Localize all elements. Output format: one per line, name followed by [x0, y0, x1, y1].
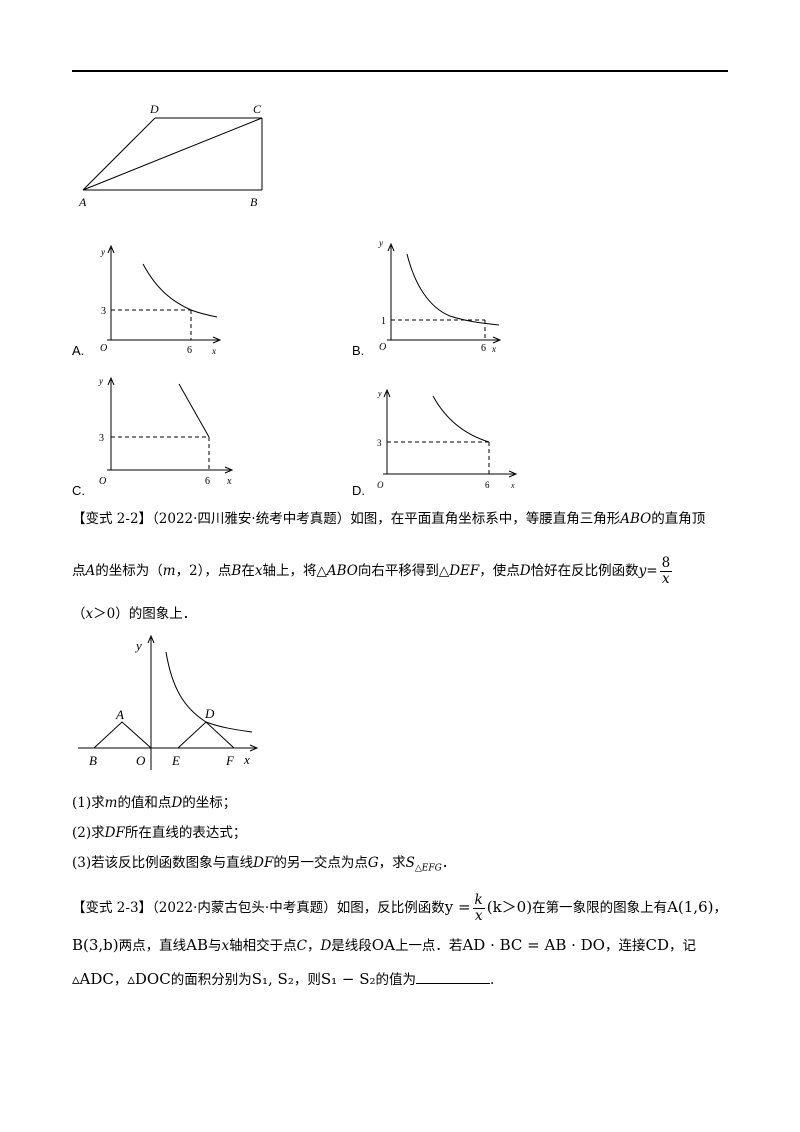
triangle-abo: [93, 721, 152, 749]
svg-text:x: x: [243, 752, 250, 767]
diagonal-ac: [82, 117, 263, 191]
header-rule: [72, 70, 728, 72]
svg-text:y: y: [378, 238, 383, 248]
quadrilateral-figure: D C A B: [78, 102, 263, 209]
svg-text:3: 3: [377, 438, 382, 448]
svg-text:O: O: [136, 753, 146, 768]
problem-2-2-figure: y x A B O D E F: [78, 634, 259, 770]
triangle-def: [177, 721, 235, 749]
svg-text:x: x: [491, 344, 496, 354]
problem-2-2-line-1: 【变式 2-2】（2022·四川雅安·统考中考真题）如图，在平面直角坐标系中，等…: [72, 511, 706, 527]
svg-text:O: O: [99, 476, 106, 487]
question-3: (3)若该反比例函数图象与直线DF的另一交点为点G，求S△EFG．: [72, 855, 456, 874]
problem-2-3-line-3: ▵ADC，▵DOC的面积分别为S₁, S₂，则S₁ − S₂的值为.: [72, 969, 495, 988]
svg-text:x: x: [226, 476, 232, 487]
svg-text:1: 1: [381, 316, 386, 327]
label-b: B: [250, 195, 258, 209]
svg-text:6: 6: [485, 480, 490, 490]
svg-text:3: 3: [99, 433, 104, 444]
svg-text:y: y: [100, 247, 105, 257]
svg-text:6: 6: [205, 476, 210, 487]
question-1: (1)求m的值和点D的坐标；: [72, 795, 237, 811]
answer-blank[interactable]: [416, 969, 491, 984]
option-c-graph[interactable]: y x O 3 6: [95, 372, 240, 492]
option-c-letter[interactable]: C.: [72, 483, 85, 498]
question-2: (2)求DF所在直线的表达式；: [72, 825, 247, 841]
problem-2-2-line-2: 点A的坐标为（m，2），点B在x轴上，将△ABO向右平移得到△DEF，使点D恰好…: [72, 555, 673, 587]
svg-text:x: x: [211, 346, 216, 356]
label-a: A: [78, 195, 87, 209]
svg-text:F: F: [225, 753, 235, 768]
label-d: D: [149, 102, 159, 116]
hyperbola-8-over-x: [165, 651, 253, 733]
svg-text:x: x: [510, 481, 515, 490]
option-b-letter[interactable]: B.: [352, 343, 365, 358]
svg-text:O: O: [100, 343, 107, 354]
svg-text:B: B: [89, 753, 97, 768]
svg-text:6: 6: [187, 345, 192, 356]
svg-text:y: y: [134, 638, 142, 653]
svg-text:3: 3: [101, 306, 106, 317]
svg-text:O: O: [377, 480, 384, 490]
option-d-graph[interactable]: y x O 3 6: [375, 384, 520, 492]
svg-text:D: D: [204, 706, 215, 721]
svg-text:6: 6: [481, 343, 486, 354]
svg-text:O: O: [379, 342, 386, 353]
svg-text:E: E: [171, 753, 180, 768]
option-a-letter[interactable]: A.: [72, 343, 85, 358]
edge-ad: [82, 117, 156, 191]
option-d-letter[interactable]: D.: [352, 483, 365, 498]
option-b-graph[interactable]: y x O 1 6: [375, 236, 510, 360]
problem-2-3-line-2: B(3,b)两点，直线AB与x轴相交于点C，D是线段OA上一点．若AD · BC…: [72, 936, 696, 954]
problem-2-3-line-1: 【变式 2-3】（2022·内蒙古包头·中考真题）如图，反比例函数y = k x (k…: [72, 892, 727, 924]
problem-2-2-line-3: （x＞0）的图象上．: [72, 606, 197, 622]
svg-text:A: A: [115, 707, 124, 722]
label-c: C: [253, 102, 262, 116]
svg-text:y: y: [98, 376, 103, 386]
option-a-graph[interactable]: y x O 3 6: [95, 240, 230, 360]
svg-text:y: y: [377, 389, 382, 398]
